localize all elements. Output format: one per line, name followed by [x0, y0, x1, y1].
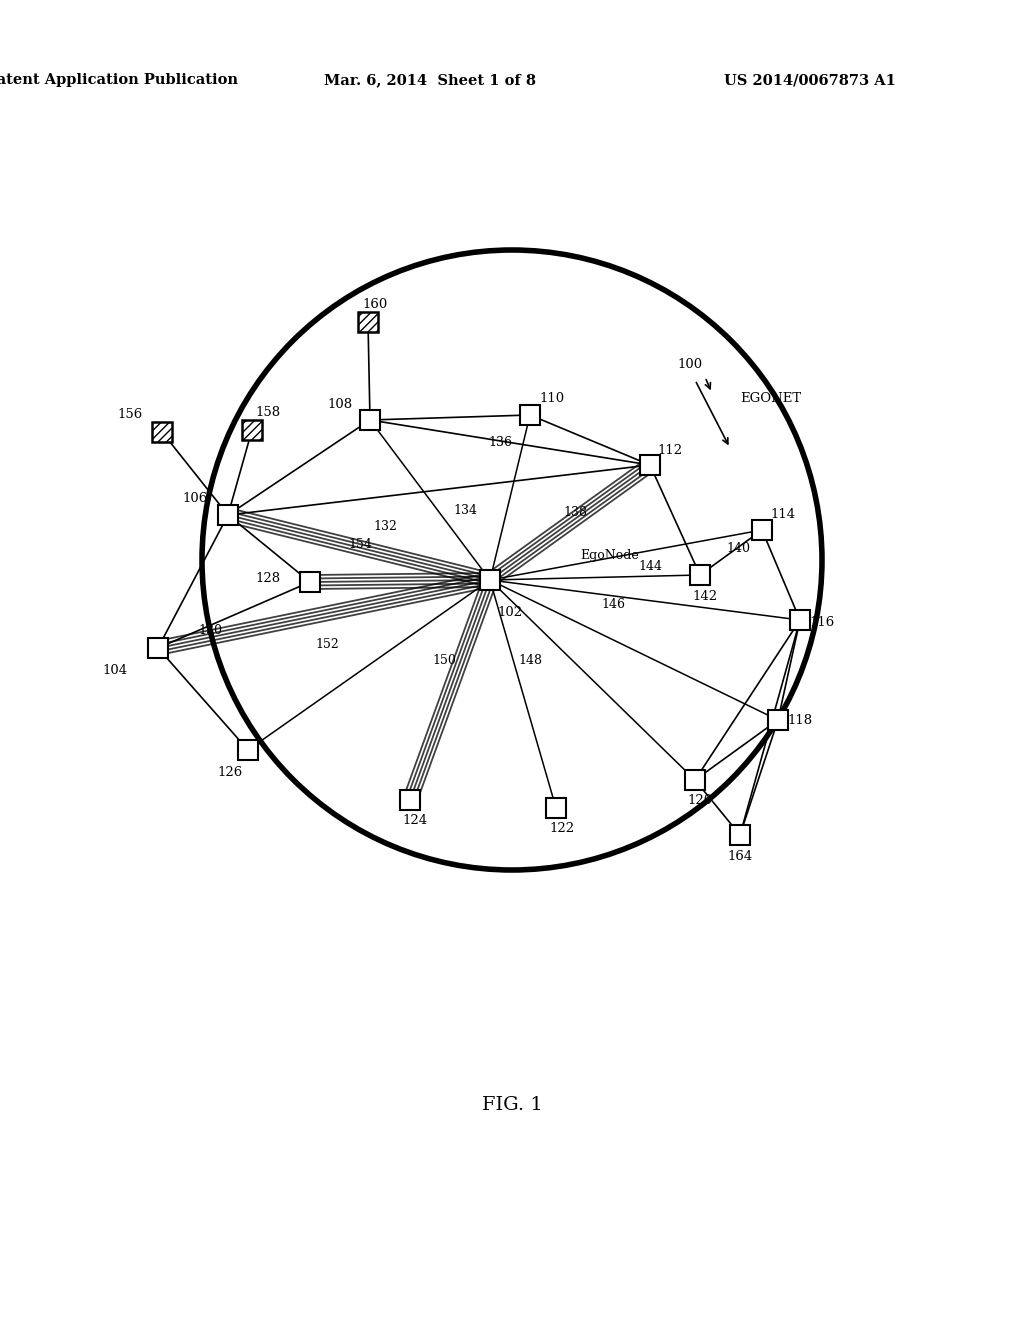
Bar: [152, 422, 172, 442]
Text: 128: 128: [255, 572, 281, 585]
Text: 116: 116: [809, 615, 835, 628]
Text: 118: 118: [787, 714, 813, 726]
Bar: [690, 565, 710, 585]
Text: 154: 154: [348, 539, 372, 552]
Text: 120: 120: [687, 793, 713, 807]
Text: 164: 164: [727, 850, 753, 863]
Bar: [730, 825, 750, 845]
Text: EgoNode: EgoNode: [580, 549, 639, 562]
Bar: [238, 741, 258, 760]
Bar: [242, 420, 262, 440]
Bar: [546, 799, 566, 818]
Text: Patent Application Publication: Patent Application Publication: [0, 73, 238, 87]
Bar: [360, 411, 380, 430]
Text: 104: 104: [102, 664, 128, 676]
Bar: [790, 610, 810, 630]
Bar: [300, 572, 319, 591]
Bar: [358, 312, 378, 333]
Bar: [400, 789, 420, 810]
Text: EGONET: EGONET: [740, 392, 801, 404]
Text: Mar. 6, 2014  Sheet 1 of 8: Mar. 6, 2014 Sheet 1 of 8: [324, 73, 536, 87]
Bar: [480, 570, 500, 590]
Text: 110: 110: [540, 392, 564, 404]
Bar: [640, 455, 660, 475]
Text: 140: 140: [726, 541, 750, 554]
Text: 122: 122: [550, 821, 574, 834]
Text: 106: 106: [182, 491, 208, 504]
Text: 126: 126: [217, 766, 243, 779]
Text: 152: 152: [315, 639, 339, 652]
Bar: [752, 520, 772, 540]
Text: 132: 132: [373, 520, 397, 533]
Text: 130: 130: [198, 623, 222, 636]
Text: US 2014/0067873 A1: US 2014/0067873 A1: [724, 73, 896, 87]
Text: 146: 146: [601, 598, 625, 611]
Bar: [685, 770, 705, 789]
Text: 114: 114: [770, 508, 796, 521]
Bar: [768, 710, 788, 730]
Text: 108: 108: [328, 399, 352, 412]
Text: 100: 100: [678, 359, 702, 371]
Text: 142: 142: [692, 590, 718, 602]
Text: 102: 102: [498, 606, 522, 619]
Bar: [218, 506, 238, 525]
Text: 156: 156: [118, 408, 142, 421]
Text: 160: 160: [362, 297, 388, 310]
Text: 158: 158: [255, 407, 281, 420]
Text: 144: 144: [638, 561, 662, 573]
Text: FIG. 1: FIG. 1: [481, 1096, 543, 1114]
Bar: [148, 638, 168, 657]
Text: 112: 112: [657, 444, 683, 457]
Text: 148: 148: [518, 653, 542, 667]
Text: 138: 138: [563, 506, 587, 519]
Bar: [520, 405, 540, 425]
Text: 150: 150: [432, 653, 456, 667]
Text: 134: 134: [453, 503, 477, 516]
Text: 136: 136: [488, 436, 512, 449]
Text: 124: 124: [402, 813, 428, 826]
